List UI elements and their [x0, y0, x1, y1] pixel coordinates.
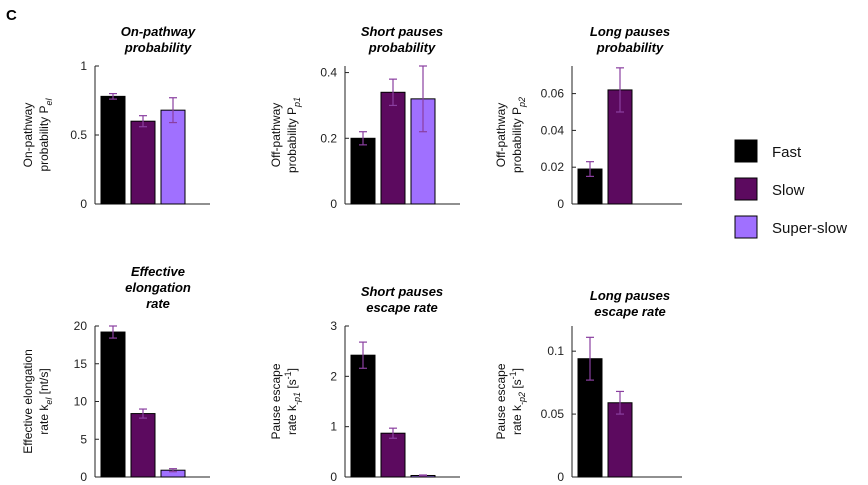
y-tick-label: 0: [80, 470, 87, 484]
y-tick-label: 20: [74, 319, 88, 333]
bar-slow: [130, 413, 156, 478]
chart-title: escape rate: [366, 300, 438, 315]
chart-title: Effective: [131, 264, 185, 279]
error-bar: [616, 67, 624, 113]
error-bar: [139, 115, 147, 128]
error-bar: [616, 390, 624, 415]
legend-swatch: [734, 177, 758, 201]
y-tick-label: 0: [557, 197, 564, 211]
error-bar: [419, 474, 427, 477]
bar-fast: [100, 95, 126, 205]
chart-title: elongation: [125, 280, 191, 295]
y-tick-label: 10: [74, 395, 88, 409]
y-tick-label: 5: [80, 432, 87, 446]
y-axis-label: On-pathway probability Pel: [21, 97, 54, 171]
chart-title: Long pauses: [590, 288, 670, 303]
chart-title: Short pauses: [361, 284, 443, 299]
error-bar: [586, 336, 594, 381]
error-bar: [359, 131, 367, 146]
chart-title: On-pathway: [121, 24, 196, 39]
legend-swatch: [734, 139, 758, 163]
y-axis-label: Pause escape rate k-p1 [s-1]: [269, 363, 302, 439]
y-tick-label: 0.4: [320, 66, 337, 80]
y-tick-label: 2: [330, 369, 337, 383]
bar-fast: [100, 331, 126, 478]
y-axis-label: Off-pathway probability Pp1: [269, 97, 302, 173]
error-bar: [109, 325, 117, 339]
legend-label: Slow: [772, 182, 805, 199]
bar-slow: [380, 91, 406, 205]
error-bar: [389, 78, 397, 107]
error-bar: [389, 427, 397, 439]
legend-swatch: [734, 215, 758, 239]
y-tick-label: 0.2: [320, 131, 337, 145]
error-bar: [169, 468, 177, 473]
bar-slow: [130, 120, 156, 205]
y-tick-label: 0.02: [541, 160, 565, 174]
y-tick-label: 0: [330, 197, 337, 211]
legend-label: Super-slow: [772, 220, 847, 237]
y-tick-label: 0.04: [541, 123, 565, 137]
bar-slow: [380, 432, 406, 478]
chart-title: escape rate: [594, 304, 666, 319]
chart-title: probability: [124, 40, 192, 55]
y-tick-label: 0: [557, 470, 564, 484]
y-tick-label: 1: [80, 59, 87, 73]
error-bar: [586, 161, 594, 177]
y-tick-label: 15: [74, 357, 88, 371]
y-axis-label: Pause escape rate k-p2 [s-1]: [494, 363, 527, 439]
y-tick-label: 0: [330, 470, 337, 484]
bar-fast: [350, 354, 376, 478]
chart-title: probability: [368, 40, 436, 55]
bar-slow: [607, 402, 633, 478]
error-bar: [359, 341, 367, 369]
y-tick-label: 0.5: [70, 128, 87, 142]
legend-label: Fast: [772, 144, 802, 161]
y-axis-label: Off-pathway probability Pp2: [494, 97, 527, 173]
chart-title: probability: [596, 40, 664, 55]
y-tick-label: 0.06: [541, 87, 565, 101]
error-bar: [109, 92, 117, 100]
panel-letter: C: [6, 7, 17, 24]
y-tick-label: 1: [330, 420, 337, 434]
error-bar: [169, 97, 177, 124]
error-bar: [139, 408, 147, 419]
legend: Fast Slow Super-slow: [734, 139, 847, 239]
y-tick-label: 0: [80, 197, 87, 211]
error-bar: [419, 65, 427, 133]
chart-title: Long pauses: [590, 24, 670, 39]
y-axis-label: Effective elongation rate kel [nt/s]: [21, 349, 54, 454]
chart-title: rate: [146, 296, 170, 311]
y-tick-label: 0.05: [541, 407, 565, 421]
bar-super-slow: [160, 109, 186, 205]
chart-title: Short pauses: [361, 24, 443, 39]
bar-fast: [350, 137, 376, 205]
y-tick-label: 0.1: [547, 344, 564, 358]
y-tick-label: 3: [330, 319, 337, 333]
